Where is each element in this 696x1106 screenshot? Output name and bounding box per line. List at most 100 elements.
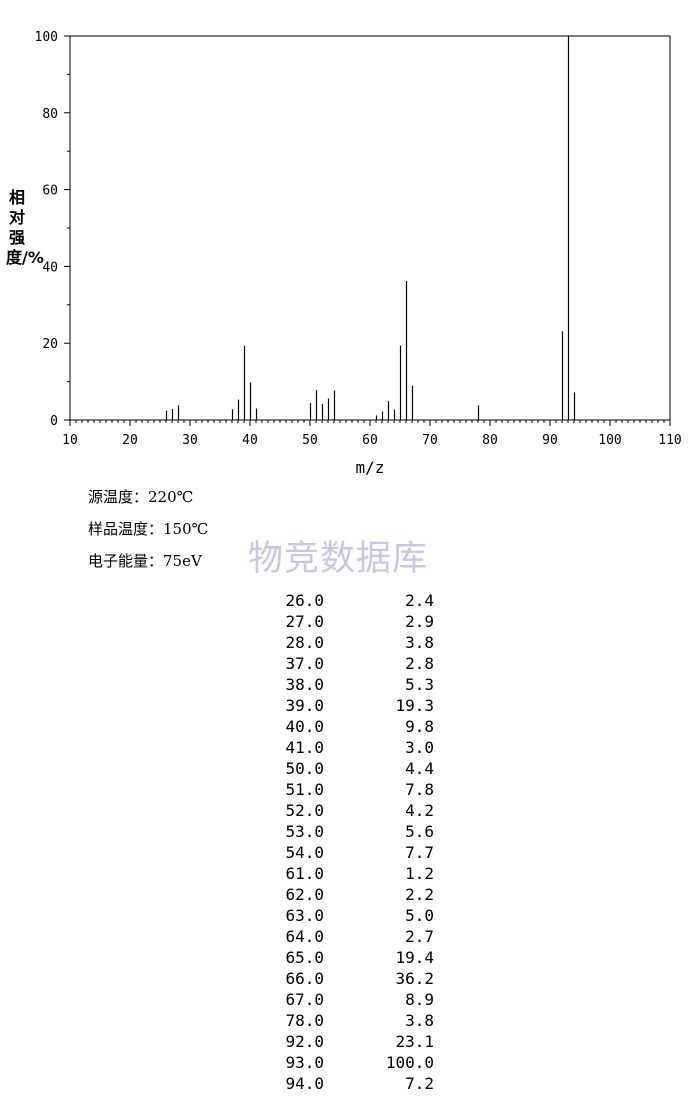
peak-mz-cell: 64.0 — [285, 927, 324, 946]
table-row: 61.0 1.2 — [270, 863, 434, 884]
y-tick-label: 100 — [35, 30, 58, 45]
y-tick-label: 40 — [42, 260, 58, 275]
x-tick-label: 10 — [62, 433, 78, 448]
peak-intensity-cell: 1.2 — [405, 864, 434, 883]
peak-mz-cell: 26.0 — [285, 591, 324, 610]
x-tick-label: 30 — [182, 433, 198, 448]
peak-intensity-cell: 23.1 — [395, 1032, 434, 1051]
peak-mz-cell: 65.0 — [285, 948, 324, 967]
y-tick-label: 20 — [42, 337, 58, 352]
condition-value: 150℃ — [163, 520, 209, 538]
table-row: 67.0 8.9 — [270, 989, 434, 1010]
x-tick-label: 60 — [362, 433, 378, 448]
peak-intensity-cell: 7.7 — [405, 843, 434, 862]
condition-source-temp: 源温度：220℃ — [88, 484, 208, 516]
table-row: 53.0 5.6 — [270, 821, 434, 842]
table-row: 38.0 5.3 — [270, 674, 434, 695]
table-row: 40.0 9.8 — [270, 716, 434, 737]
peak-intensity-cell: 2.9 — [405, 612, 434, 631]
table-row: 27.0 2.9 — [270, 611, 434, 632]
table-row: 78.0 3.8 — [270, 1010, 434, 1031]
peak-intensity-cell: 2.7 — [405, 927, 434, 946]
peak-intensity-cell: 36.2 — [395, 969, 434, 988]
peak-intensity-cell: 7.2 — [405, 1074, 434, 1093]
x-axis-ticks: 10 20 30 40 50 60 70 80 90 100 110 — [62, 420, 682, 448]
x-tick-label: 50 — [302, 433, 318, 448]
y-tick-label: 0 — [50, 414, 58, 429]
peak-mz-cell: 54.0 — [285, 843, 324, 862]
x-tick-label: 110 — [658, 433, 681, 448]
table-row: 63.0 5.0 — [270, 905, 434, 926]
condition-sample-temp: 样品温度：150℃ — [88, 516, 208, 548]
peak-intensity-cell: 100.0 — [385, 1053, 434, 1072]
peak-mz-cell: 52.0 — [285, 801, 324, 820]
peak-intensity-cell: 8.9 — [405, 990, 434, 1009]
y-axis-ticks: 0 20 40 60 80 100 — [35, 30, 70, 429]
y-tick-label: 60 — [42, 184, 58, 199]
peak-intensity-cell: 7.8 — [405, 780, 434, 799]
table-row: 41.0 3.0 — [270, 737, 434, 758]
table-row: 66.0 36.2 — [270, 968, 434, 989]
condition-value: 220℃ — [148, 488, 194, 506]
peak-mz-cell: 28.0 — [285, 633, 324, 652]
y-axis-label: 相对强度/% — [6, 188, 44, 267]
peak-mz-cell: 61.0 — [285, 864, 324, 883]
table-row: 26.0 2.4 — [270, 590, 434, 611]
peak-mz-cell: 67.0 — [285, 990, 324, 1009]
condition-label: 样品温度： — [88, 520, 164, 538]
measurement-conditions: 源温度：220℃ 样品温度：150℃ 电子能量：75eV — [88, 484, 208, 580]
table-row: 92.0 23.1 — [270, 1031, 434, 1052]
x-tick-label: 40 — [242, 433, 258, 448]
watermark: 物竞数据库 — [248, 539, 429, 579]
peak-mz-cell: 37.0 — [285, 654, 324, 673]
peak-intensity-cell: 5.3 — [405, 675, 434, 694]
peak-intensity-cell: 4.2 — [405, 801, 434, 820]
x-tick-label: 70 — [422, 433, 438, 448]
condition-label: 电子能量： — [88, 552, 164, 570]
peak-mz-cell: 53.0 — [285, 822, 324, 841]
peak-intensity-cell: 3.0 — [405, 738, 434, 757]
peak-mz-cell: 27.0 — [285, 612, 324, 631]
table-row: 62.0 2.2 — [270, 884, 434, 905]
peak-intensity-cell: 5.6 — [405, 822, 434, 841]
peak-intensity-cell: 2.8 — [405, 654, 434, 673]
peak-mz-cell: 94.0 — [285, 1074, 324, 1093]
peak-mz-cell: 50.0 — [285, 759, 324, 778]
condition-electron-energy: 电子能量：75eV — [88, 548, 208, 580]
peak-intensity-cell: 2.2 — [405, 885, 434, 904]
peak-intensity-cell: 19.3 — [395, 696, 434, 715]
x-tick-label: 80 — [482, 433, 498, 448]
y-tick-label: 80 — [42, 107, 58, 122]
plot-frame — [69, 35, 671, 421]
condition-value: 75eV — [163, 552, 202, 570]
peak-intensity-cell: 3.8 — [405, 633, 434, 652]
table-row: 94.0 7.2 — [270, 1073, 434, 1094]
table-row: 28.0 3.8 — [270, 632, 434, 653]
peak-intensity-cell: 9.8 — [405, 717, 434, 736]
peak-mz-cell: 40.0 — [285, 717, 324, 736]
table-row: 54.0 7.7 — [270, 842, 434, 863]
spectrum-peaks — [165, 36, 576, 420]
peak-mz-cell: 92.0 — [285, 1032, 324, 1051]
peak-intensity-cell: 4.4 — [405, 759, 434, 778]
mass-spectrum-chart: 10 20 30 40 50 60 70 80 90 100 110 0 20 40 60 80 100 m/… — [35, 30, 682, 477]
peak-mz-cell: 93.0 — [285, 1053, 324, 1072]
table-row: 50.0 4.4 — [270, 758, 434, 779]
peak-mz-cell: 39.0 — [285, 696, 324, 715]
peak-intensity-cell: 2.4 — [405, 591, 434, 610]
peak-mz-cell: 66.0 — [285, 969, 324, 988]
peak-intensity-cell: 3.8 — [405, 1011, 434, 1030]
table-row: 39.0 19.3 — [270, 695, 434, 716]
table-row: 65.0 19.4 — [270, 947, 434, 968]
table-row: 64.0 2.7 — [270, 926, 434, 947]
peak-mz-cell: 41.0 — [285, 738, 324, 757]
table-row: 37.0 2.8 — [270, 653, 434, 674]
peak-mz-cell: 63.0 — [285, 906, 324, 925]
table-row: 52.0 4.2 — [270, 800, 434, 821]
peak-mz-cell: 62.0 — [285, 885, 324, 904]
table-row: 51.0 7.8 — [270, 779, 434, 800]
x-tick-label: 90 — [542, 433, 558, 448]
peak-intensity-cell: 19.4 — [395, 948, 434, 967]
peak-mz-cell: 38.0 — [285, 675, 324, 694]
peak-intensity-cell: 5.0 — [405, 906, 434, 925]
